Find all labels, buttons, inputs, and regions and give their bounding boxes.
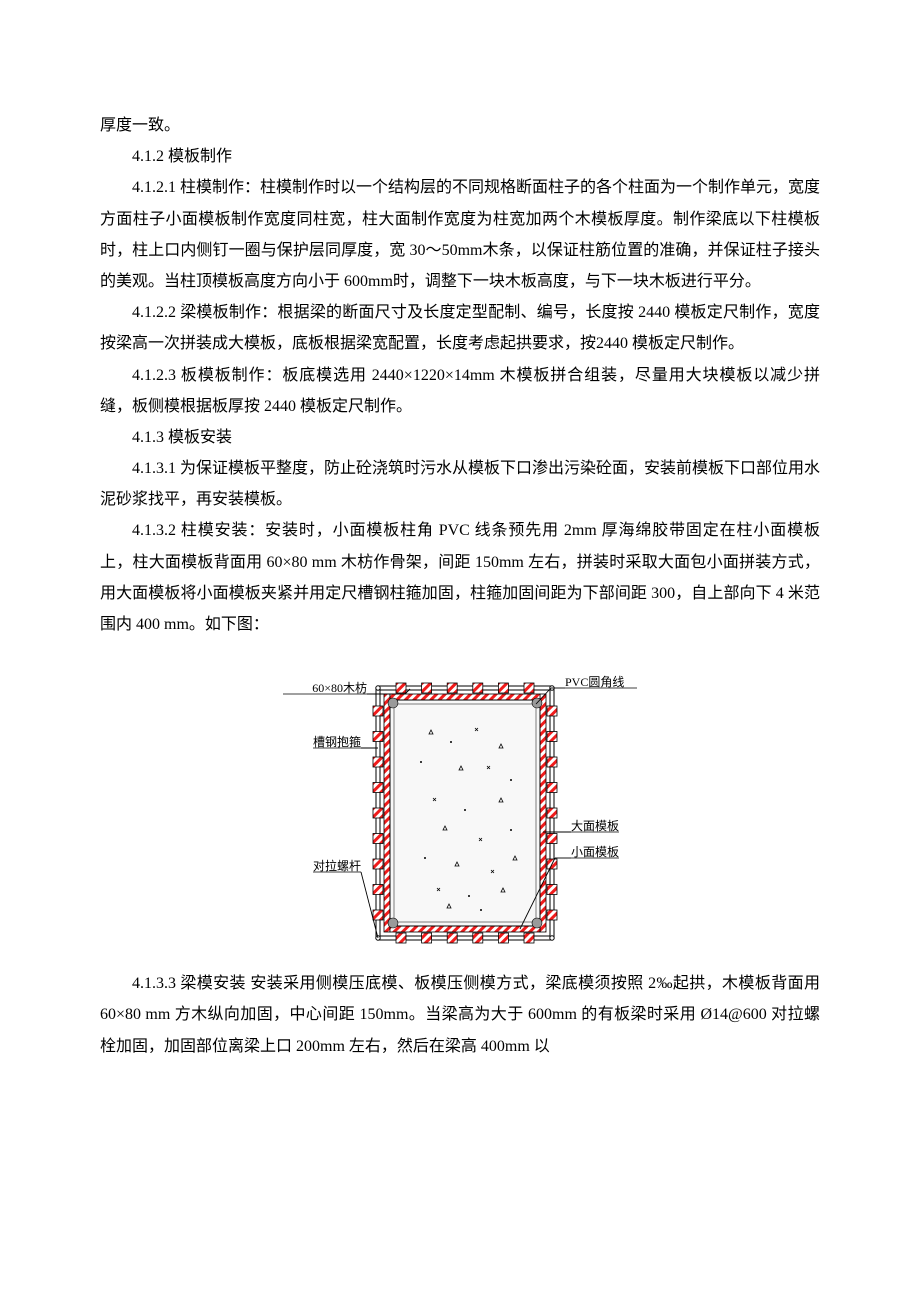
paragraph: 4.1.3.3 梁模安装 安装采用侧模压底模、板模压侧模方式，梁底模须按照 2‰… [100, 968, 820, 1062]
paragraph: 4.1.2.3 板模板制作：板底模选用 2440×1220×14mm 木模板拼合… [100, 360, 820, 422]
column-section-figure: 60×80木枋 PVC圆角线槽钢抱箍对拉螺杆 大面模板小面模板 [100, 670, 820, 950]
paragraph: 4.1.3.2 柱模安装：安装时，小面模板柱角 PVC 线条预先用 2mm 厚海… [100, 515, 820, 640]
heading-4-1-3: 4.1.3 模板安装 [100, 422, 820, 453]
paragraph: 4.1.2.1 柱模制作：柱模制作时以一个结构层的不同规格断面柱子的各个柱面为一… [100, 172, 820, 297]
svg-text:PVC圆角线: PVC圆角线 [565, 675, 624, 689]
document-page: 厚度一致。 4.1.2 模板制作 4.1.2.1 柱模制作：柱模制作时以一个结构… [0, 0, 920, 1302]
svg-text:60×80木枋: 60×80木枋 [312, 680, 367, 695]
svg-text:对拉螺杆: 对拉螺杆 [313, 858, 361, 873]
svg-text:大面模板: 大面模板 [571, 819, 619, 833]
heading-4-1-2: 4.1.2 模板制作 [100, 141, 820, 172]
paragraph: 厚度一致。 [100, 110, 820, 141]
svg-text:小面模板: 小面模板 [571, 845, 619, 859]
paragraph: 4.1.3.1 为保证模板平整度，防止砼浇筑时污水从模板下口渗出污染砼面，安装前… [100, 453, 820, 515]
svg-text:槽钢抱箍: 槽钢抱箍 [313, 734, 361, 749]
paragraph: 4.1.2.2 梁模板制作：根据梁的断面尺寸及长度定型配制、编号，长度按 244… [100, 297, 820, 359]
